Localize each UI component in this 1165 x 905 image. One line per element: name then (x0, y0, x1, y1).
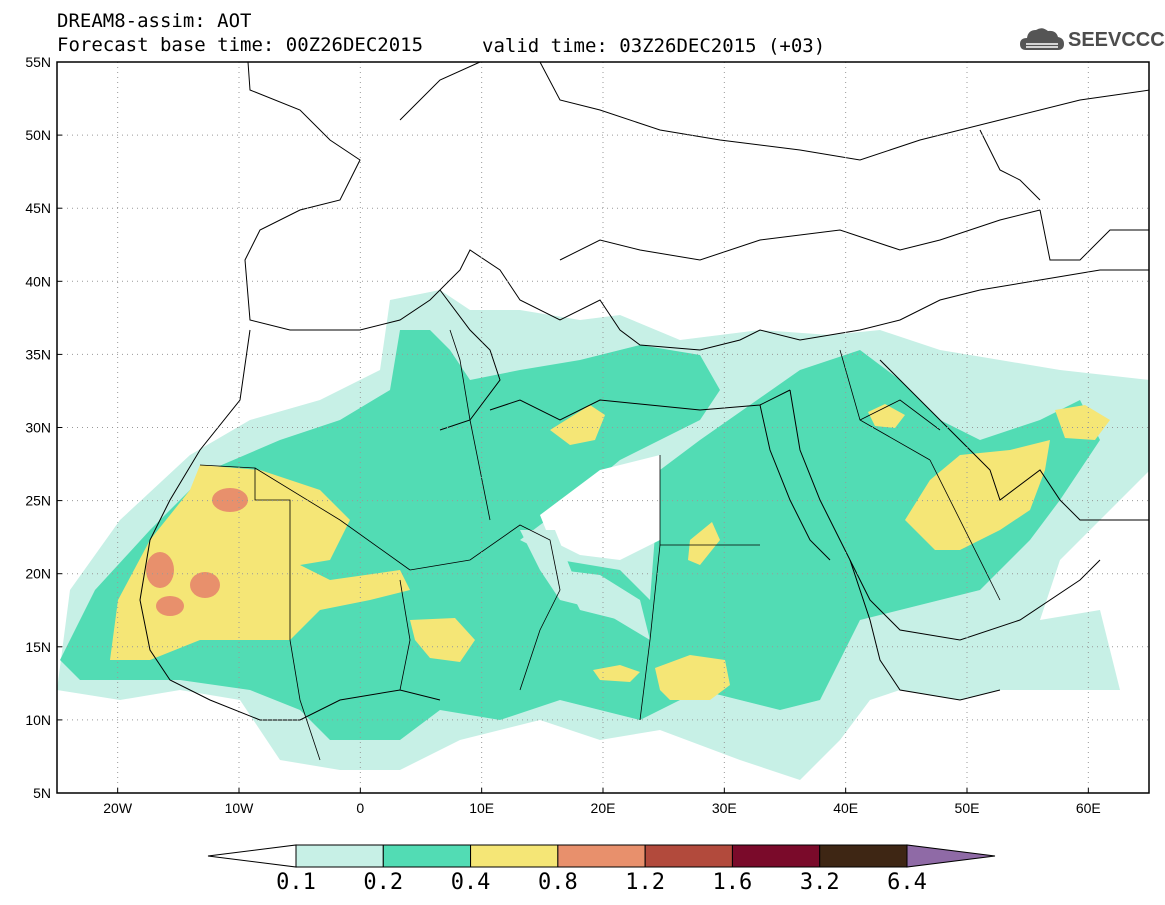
lon-tick-label: 0 (356, 800, 364, 816)
colorbar-swatch (557, 844, 646, 868)
lon-tick-label: 40E (833, 800, 858, 816)
aot-band-0.4-niger (410, 618, 475, 662)
lat-tick-label: 15N (25, 639, 51, 655)
lon-tick-label: 10E (469, 800, 494, 816)
lat-tick-label: 50N (25, 127, 51, 143)
aot-band-0.4-mauritania (110, 465, 410, 660)
colorbar-swatch (644, 844, 733, 868)
aot-band-0.4-iran (1055, 405, 1110, 440)
aot-band-0.8-d (156, 596, 184, 616)
aot-band-0.4-sudan (688, 522, 720, 565)
lat-tick-label: 5N (33, 785, 51, 801)
colorbar-label: 0.1 (276, 870, 316, 895)
colorbar (207, 844, 996, 868)
valid-time-label: valid time: 03Z26DEC2015 (+03) (482, 35, 826, 57)
colorbar-label: 1.6 (712, 870, 753, 895)
colorbar-label: 0.2 (363, 870, 404, 895)
lat-tick-labels: 55N 50N 45N 40N 35N 30N 25N 20N 15N 10N 5N (25, 54, 62, 801)
seevccc-logo: SEEVCCC (1018, 24, 1165, 58)
logo-text: SEEVCCC (1068, 29, 1165, 51)
aot-gap-egypt (540, 455, 660, 560)
aot-gap-egypt2 (560, 570, 640, 620)
aot-band-0.8-a (212, 488, 248, 512)
colorbar-label: 6.4 (887, 870, 927, 895)
cloud-icon (1020, 28, 1064, 50)
lat-tick-label: 25N (25, 493, 51, 509)
aot-band-0.8-c (146, 552, 174, 588)
graticule (57, 62, 1149, 793)
base-time-label: Forecast base time: 00Z26DEC2015 (57, 34, 424, 56)
lon-tick-label: 20W (103, 800, 133, 816)
colorbar-swatch (382, 844, 472, 868)
aot-band-0.4-gulf (905, 440, 1050, 550)
colorbar-over-arrow (906, 844, 996, 868)
colorbar-swatch (470, 844, 559, 868)
aot-band-0.2 (60, 330, 1100, 740)
colorbar-label: 1.2 (625, 870, 666, 895)
lat-tick-label: 10N (25, 712, 51, 728)
aot-band-0.4-iraq (868, 404, 905, 428)
aot-band-0.8-b (190, 572, 220, 598)
colorbar-swatch (295, 844, 384, 868)
lat-tick-label: 35N (25, 346, 51, 362)
lon-tick-label: 50E (955, 800, 980, 816)
lon-tick-label: 30E (712, 800, 737, 816)
lat-tick-label: 20N (25, 566, 51, 582)
colorbar-swatch (819, 844, 908, 868)
aot-field (57, 290, 1149, 780)
lon-tick-label: 10W (225, 800, 255, 816)
coastlines (139, 62, 1149, 721)
colorbar-label: 0.8 (537, 870, 578, 895)
aot-band-0.4-chad (655, 655, 730, 700)
lat-tick-label: 45N (25, 200, 51, 216)
product-title: DREAM8-assim: AOT (57, 10, 252, 32)
country-borders (199, 329, 1001, 761)
colorbar-under-arrow (207, 844, 297, 868)
aot-band-0.4-libya (550, 405, 605, 445)
colorbar-label: 3.2 (799, 870, 840, 895)
colorbar-swatch (731, 844, 821, 868)
lon-tick-label: 20E (591, 800, 616, 816)
lon-tick-label: 60E (1076, 800, 1101, 816)
lat-tick-label: 55N (25, 54, 51, 70)
colorbar-label: 0.4 (450, 870, 491, 895)
lat-tick-label: 30N (25, 420, 51, 436)
aot-band-0.4-darfur (593, 665, 640, 682)
lat-tick-label: 40N (25, 273, 51, 289)
lon-tick-labels: 20W 10W 0 10E 20E 30E 40E 50E 60E (103, 788, 1101, 816)
